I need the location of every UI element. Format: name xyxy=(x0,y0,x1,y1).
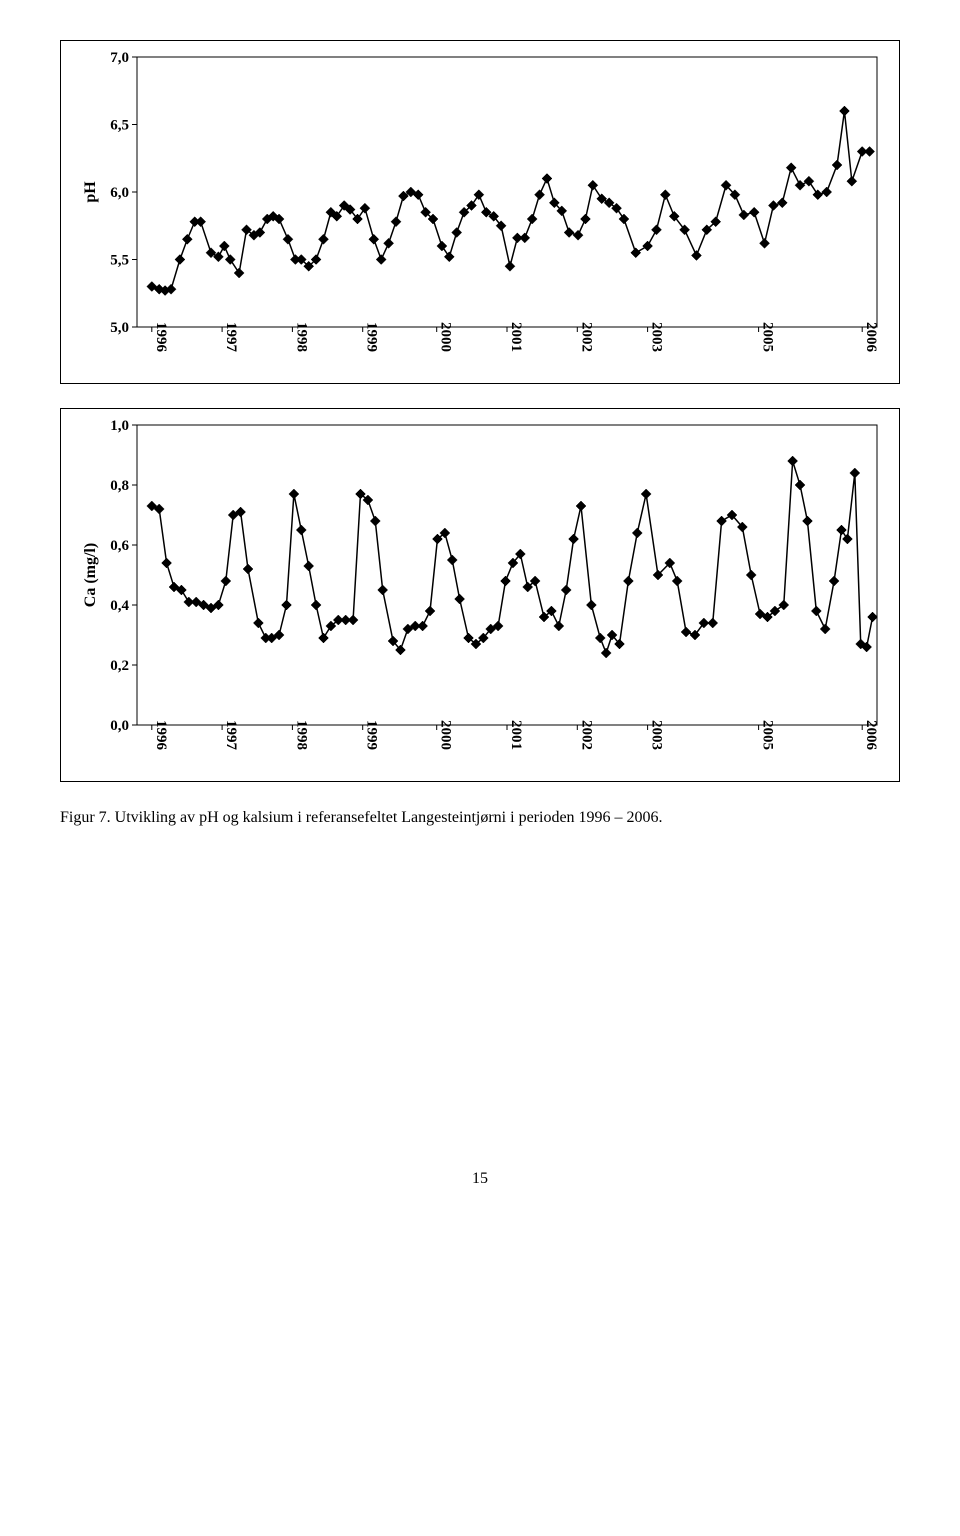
svg-text:2001: 2001 xyxy=(508,322,524,352)
svg-text:1999: 1999 xyxy=(364,322,380,352)
svg-text:2000: 2000 xyxy=(438,720,454,750)
svg-text:0,2: 0,2 xyxy=(110,658,129,674)
svg-text:1998: 1998 xyxy=(293,322,309,352)
ph-chart: 5,0 5,5 6,0 6,5 7,0 pH 1996 1997 1998 1999 2000 200… xyxy=(60,40,900,384)
svg-text:1997: 1997 xyxy=(223,720,239,751)
svg-text:1,0: 1,0 xyxy=(110,418,129,434)
svg-text:1996: 1996 xyxy=(153,322,169,353)
svg-text:0,6: 0,6 xyxy=(110,538,129,554)
svg-text:2005: 2005 xyxy=(760,322,776,352)
svg-text:2002: 2002 xyxy=(578,720,594,750)
svg-text:1998: 1998 xyxy=(293,720,309,750)
svg-text:6,0: 6,0 xyxy=(110,185,129,201)
ca-chart: 0,0 0,2 0,4 0,6 0,8 1,0 Ca (mg/l) 1996 1997 1998 1… xyxy=(60,408,900,782)
svg-text:0,0: 0,0 xyxy=(110,718,129,734)
ca-chart-svg: 0,0 0,2 0,4 0,6 0,8 1,0 Ca (mg/l) 1996 1997 1998 1… xyxy=(67,415,887,775)
svg-text:2003: 2003 xyxy=(649,720,665,750)
svg-text:2003: 2003 xyxy=(649,322,665,352)
svg-text:5,0: 5,0 xyxy=(110,320,129,336)
svg-text:1997: 1997 xyxy=(223,322,239,353)
svg-text:5,5: 5,5 xyxy=(110,253,129,269)
figure-caption: Figur 7. Utvikling av pH og kalsium i re… xyxy=(60,806,900,830)
svg-text:0,4: 0,4 xyxy=(110,598,129,614)
svg-text:7,0: 7,0 xyxy=(110,50,129,66)
svg-text:2006: 2006 xyxy=(863,322,879,353)
svg-text:2002: 2002 xyxy=(578,322,594,352)
ph-chart-svg: 5,0 5,5 6,0 6,5 7,0 pH 1996 1997 1998 1999 2000 200… xyxy=(67,47,887,377)
page-number: 15 xyxy=(60,1170,900,1188)
svg-text:Ca (mg/l): Ca (mg/l) xyxy=(82,543,99,607)
svg-text:0,8: 0,8 xyxy=(110,478,129,494)
svg-text:2005: 2005 xyxy=(760,720,776,750)
svg-text:2006: 2006 xyxy=(863,720,879,751)
svg-text:pH: pH xyxy=(82,181,99,203)
svg-text:1999: 1999 xyxy=(364,720,380,750)
svg-text:6,5: 6,5 xyxy=(110,118,129,134)
svg-text:2000: 2000 xyxy=(438,322,454,352)
svg-text:1996: 1996 xyxy=(153,720,169,751)
svg-text:2001: 2001 xyxy=(508,720,524,750)
